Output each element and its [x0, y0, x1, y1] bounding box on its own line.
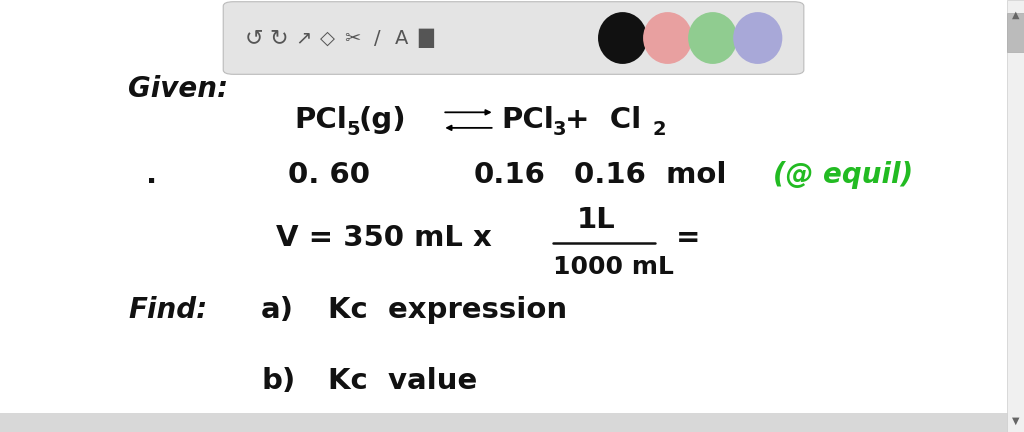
Text: +  Cl: + Cl: [565, 106, 641, 134]
Text: 5: 5: [346, 120, 359, 139]
Ellipse shape: [733, 12, 782, 64]
Text: a): a): [261, 296, 294, 324]
Text: PCl: PCl: [502, 106, 555, 134]
Text: Given:: Given:: [128, 75, 228, 102]
Text: =: =: [676, 225, 700, 252]
Ellipse shape: [688, 12, 737, 64]
Ellipse shape: [598, 12, 647, 64]
Text: PCl: PCl: [294, 106, 347, 134]
Text: ↗: ↗: [295, 29, 311, 48]
FancyBboxPatch shape: [223, 2, 804, 74]
Text: Find:: Find:: [128, 296, 207, 324]
Bar: [1007, 0, 1024, 432]
Text: .: .: [146, 161, 158, 188]
Text: ↺: ↺: [245, 28, 263, 48]
Text: 0.16: 0.16: [474, 161, 546, 188]
Text: (g): (g): [358, 106, 407, 134]
Text: ▼: ▼: [1012, 416, 1019, 426]
Text: Kc  expression: Kc expression: [328, 296, 567, 324]
Text: 0. 60: 0. 60: [288, 161, 370, 188]
Text: b): b): [261, 367, 295, 395]
Text: (@ equil): (@ equil): [773, 161, 913, 188]
Text: V = 350 mL x: V = 350 mL x: [276, 225, 493, 252]
Text: ✂: ✂: [344, 29, 360, 48]
Text: ↻: ↻: [269, 28, 288, 48]
Text: 0.16  mol: 0.16 mol: [574, 161, 727, 188]
Text: /: /: [374, 29, 380, 48]
Text: ◇: ◇: [321, 29, 335, 48]
Text: ▲: ▲: [1012, 10, 1019, 20]
Text: █: █: [419, 29, 433, 48]
Bar: [1007, 13, 1024, 52]
Text: 2: 2: [652, 120, 666, 139]
Ellipse shape: [643, 12, 692, 64]
Text: 1000 mL: 1000 mL: [553, 255, 674, 279]
Text: 1L: 1L: [577, 206, 615, 234]
Bar: [0, 413, 1024, 432]
Text: A: A: [394, 29, 409, 48]
Text: 3: 3: [553, 120, 566, 139]
Text: Kc  value: Kc value: [328, 367, 477, 395]
